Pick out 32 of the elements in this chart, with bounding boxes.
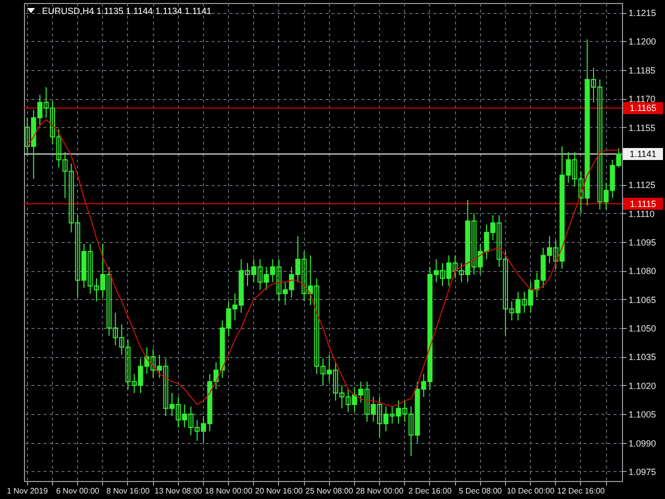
y-tick-label: 1.1080: [628, 266, 656, 276]
y-tick-label: 1.1200: [628, 36, 656, 47]
x-tick-label: 18 Nov 00:00: [204, 486, 253, 496]
x-tick-label: 6 Nov 00:00: [56, 486, 100, 496]
chart-title: EURUSD,H4 1.1135 1.1144 1.1134 1.1141: [42, 6, 212, 16]
y-tick-label: 1.1125: [628, 180, 656, 190]
x-tick-label: 1 Nov 2019: [6, 486, 48, 496]
y-tick-label: 1.1020: [628, 380, 656, 391]
y-tick-label: 1.1065: [628, 294, 656, 305]
x-tick-label: 12 Dec 16:00: [557, 486, 606, 496]
x-tick-label: 8 Nov 16:00: [106, 486, 150, 496]
y-tick-label: 1.1185: [628, 65, 656, 76]
y-tick-label: 1.1170: [628, 94, 656, 104]
x-tick-label: 20 Nov 16:00: [255, 486, 304, 496]
y-tick-label: 1.0975: [628, 466, 656, 477]
y-tick-label: 1.1155: [628, 122, 656, 133]
y-tick-label: 1.1215: [628, 8, 656, 18]
y-tick-label: 1.0990: [628, 438, 656, 448]
y-tick-label: 1.1095: [628, 238, 656, 248]
x-tick-label: 5 Dec 08:00: [458, 486, 502, 496]
y-tick-label: 1.1035: [628, 352, 656, 362]
x-tick-label: 2 Dec 16:00: [408, 486, 452, 496]
ref-line-label: 1.1165: [630, 103, 656, 114]
y-tick-label: 1.1005: [628, 410, 656, 420]
x-tick-label: 28 Nov 00:00: [356, 486, 404, 496]
x-tick-label: 13 Nov 08:00: [154, 486, 203, 496]
x-tick-label: 10 Dec 00:00: [506, 486, 555, 496]
y-tick-label: 1.1050: [628, 324, 656, 334]
ref-line-label: 1.1141: [630, 149, 656, 160]
y-tick-label: 1.1110: [628, 208, 655, 219]
ref-line-label: 1.1115: [630, 198, 656, 209]
x-tick-label: 25 Nov 08:00: [305, 486, 354, 496]
